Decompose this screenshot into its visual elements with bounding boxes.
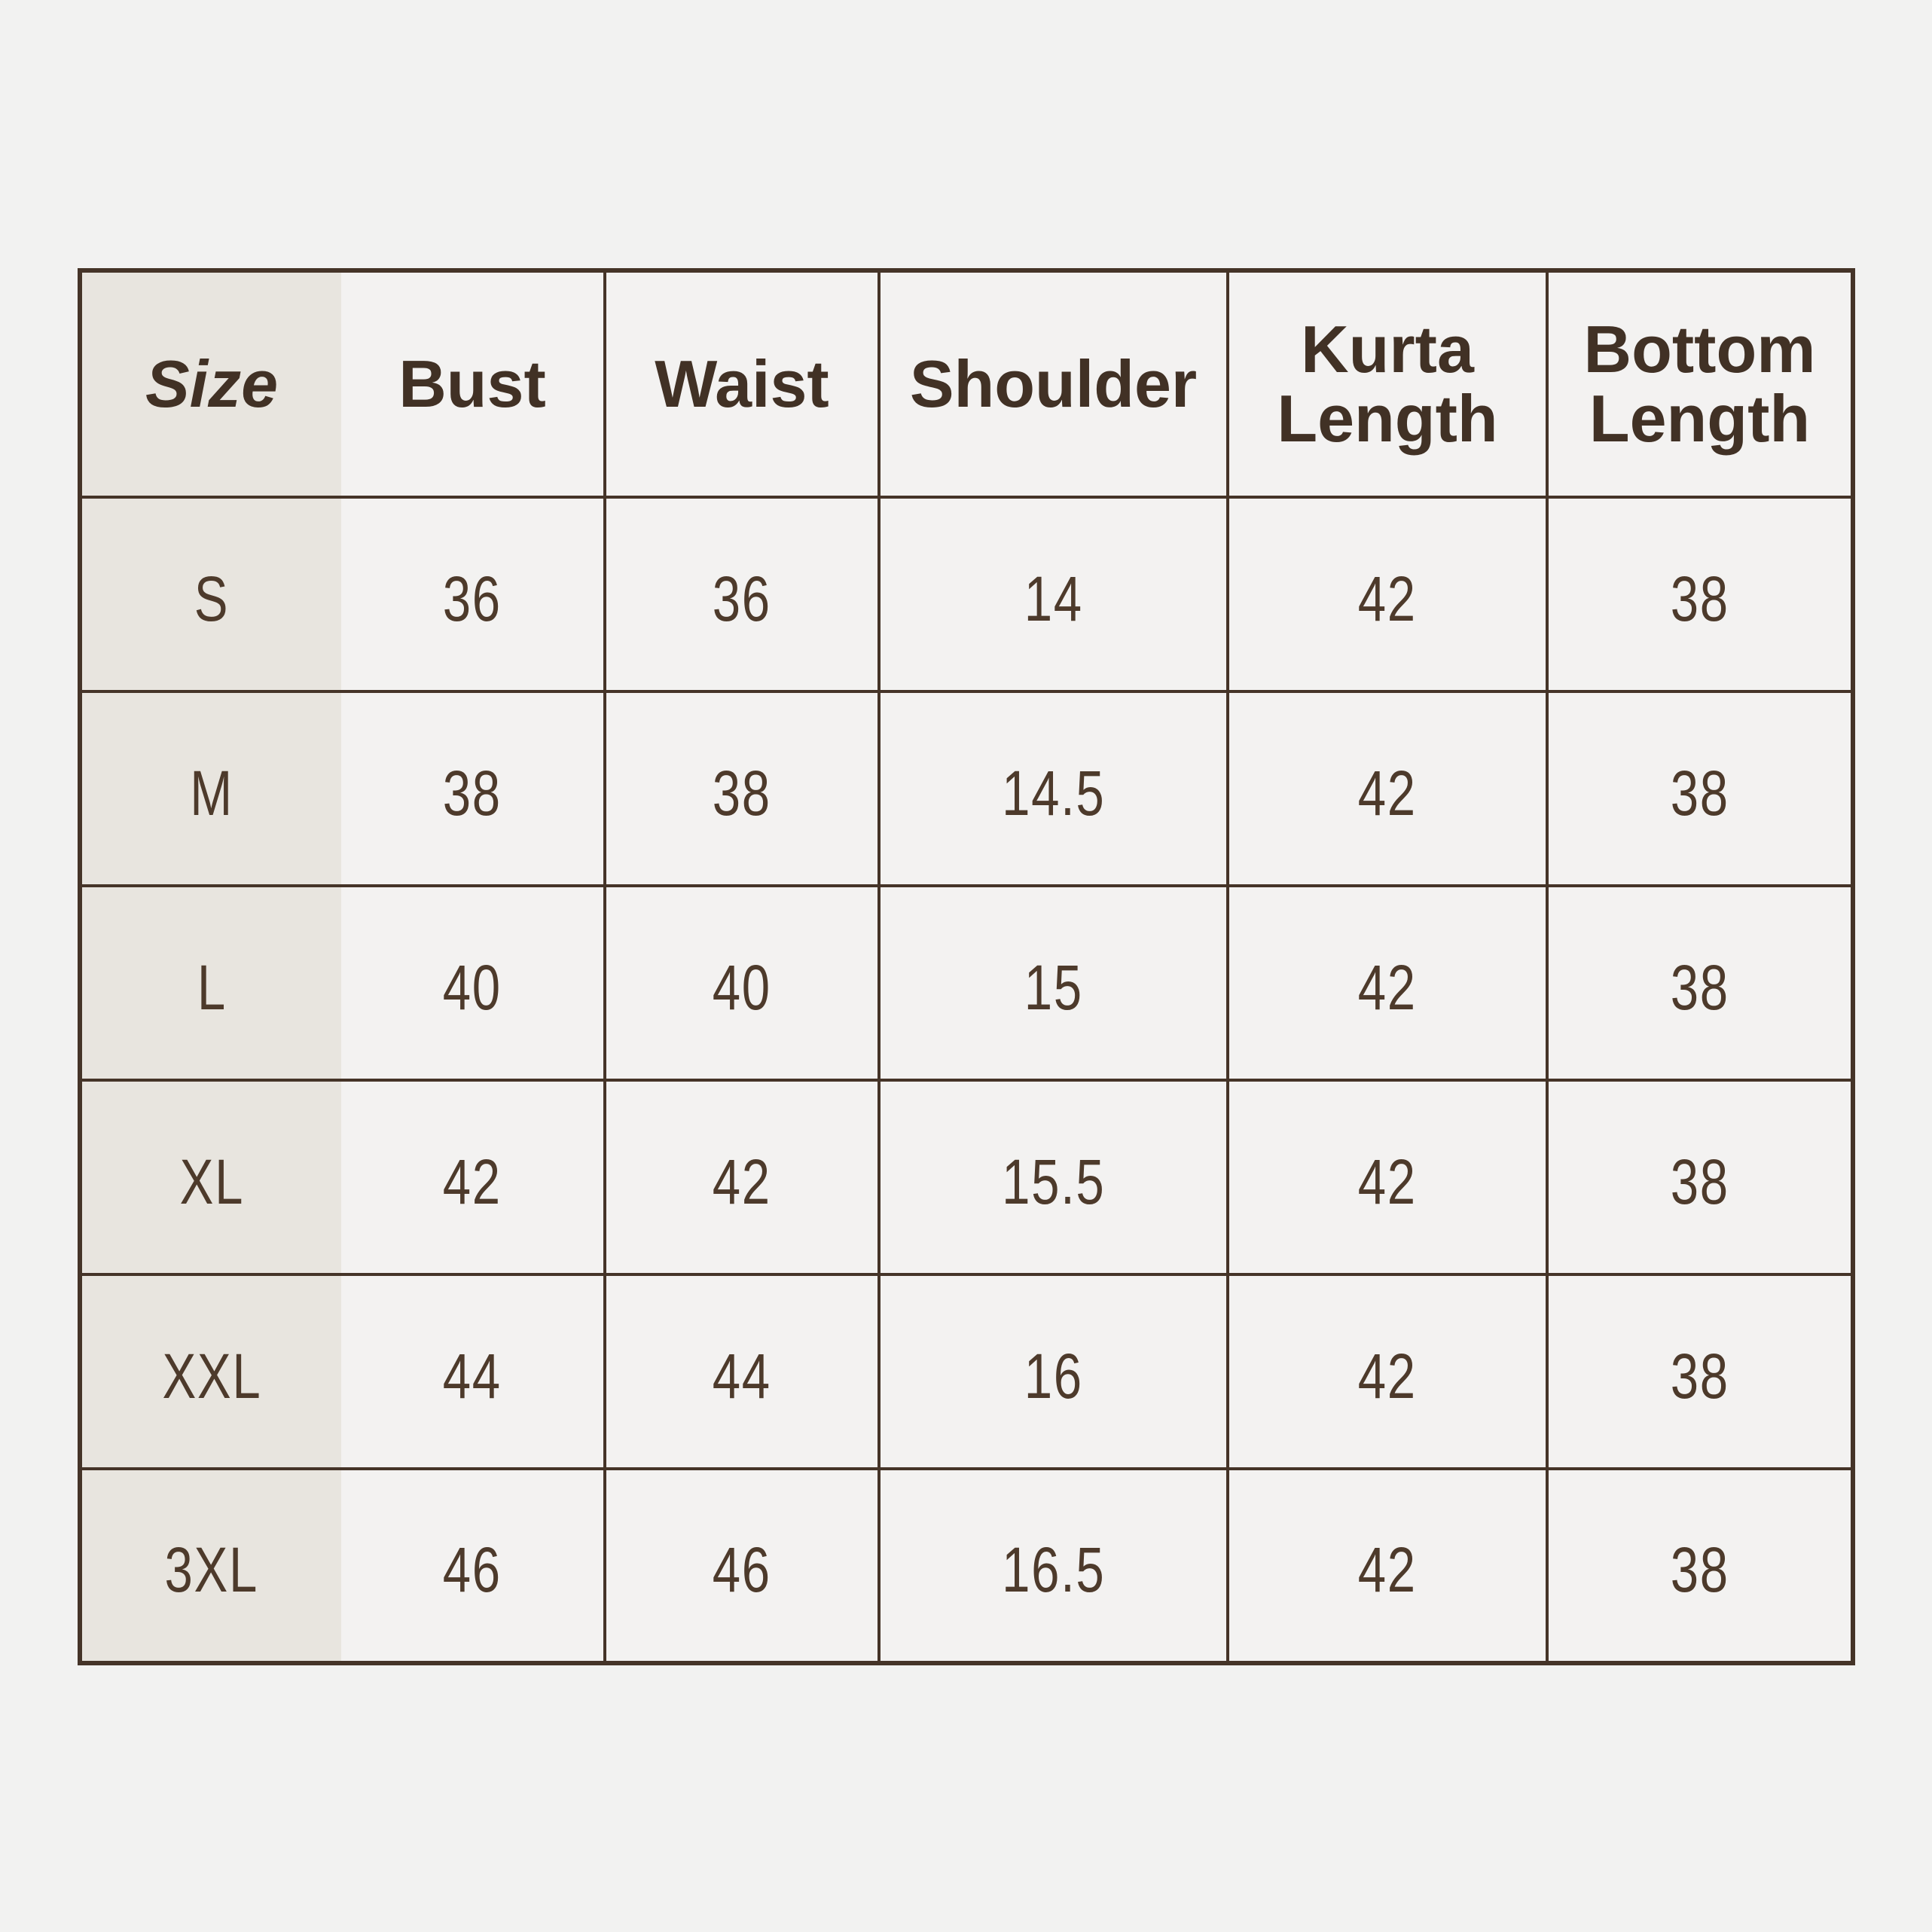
table-row: XL 42 42 15.5 42 38 xyxy=(78,1079,1854,1276)
measurement-value: 42 xyxy=(1358,1534,1417,1605)
measurement-value: 38 xyxy=(1670,951,1729,1023)
table-row: M 38 38 14.5 42 38 xyxy=(78,690,1854,887)
measurement-value: 40 xyxy=(713,951,771,1023)
size-value: L xyxy=(197,951,227,1023)
size-cell: S xyxy=(78,496,341,693)
kurta-length-cell: 42 xyxy=(1226,496,1549,693)
size-cell: M xyxy=(78,690,341,887)
measurement-value: 38 xyxy=(713,757,771,829)
shoulder-cell: 15 xyxy=(877,884,1229,1082)
bottom-length-cell: 38 xyxy=(1546,1273,1854,1470)
measurement-value: 38 xyxy=(443,757,502,829)
shoulder-cell: 14.5 xyxy=(877,690,1229,887)
bottom-length-cell: 38 xyxy=(1546,496,1854,693)
size-chart-table: Size Bust Waist Shoulder Kurta Length Bo… xyxy=(78,268,1855,1665)
size-value: 3XL xyxy=(164,1534,259,1605)
kurta-length-cell: 42 xyxy=(1226,1079,1549,1276)
measurement-value: 36 xyxy=(443,563,502,634)
header-bottom-length: Bottom Length xyxy=(1546,269,1854,499)
measurement-value: 16.5 xyxy=(1001,1534,1106,1605)
measurement-value: 44 xyxy=(443,1340,502,1412)
waist-cell: 38 xyxy=(603,690,881,887)
waist-cell: 46 xyxy=(603,1467,881,1665)
measurement-value: 42 xyxy=(1358,563,1417,634)
size-value: S xyxy=(194,563,230,634)
kurta-length-cell: 42 xyxy=(1226,690,1549,887)
shoulder-cell: 15.5 xyxy=(877,1079,1229,1276)
shoulder-cell: 16.5 xyxy=(877,1467,1229,1665)
measurement-value: 42 xyxy=(1358,951,1417,1023)
kurta-length-cell: 42 xyxy=(1226,1467,1549,1665)
header-row: Size Bust Waist Shoulder Kurta Length Bo… xyxy=(78,269,1854,499)
bottom-length-cell: 38 xyxy=(1546,690,1854,887)
size-value: XXL xyxy=(162,1340,261,1412)
waist-cell: 44 xyxy=(603,1273,881,1470)
measurement-value: 42 xyxy=(443,1146,502,1217)
bust-cell: 36 xyxy=(341,496,606,693)
bust-cell: 46 xyxy=(341,1467,606,1665)
size-cell: XL xyxy=(78,1079,341,1276)
size-cell: 3XL xyxy=(78,1467,341,1665)
bottom-length-cell: 38 xyxy=(1546,884,1854,1082)
measurement-value: 15.5 xyxy=(1001,1146,1106,1217)
shoulder-cell: 14 xyxy=(877,496,1229,693)
header-size: Size xyxy=(78,269,341,499)
size-value: M xyxy=(190,757,233,829)
waist-cell: 42 xyxy=(603,1079,881,1276)
bottom-length-cell: 38 xyxy=(1546,1467,1854,1665)
kurta-length-cell: 42 xyxy=(1226,1273,1549,1470)
size-cell: L xyxy=(78,884,341,1082)
header-waist: Waist xyxy=(603,269,881,499)
bust-cell: 44 xyxy=(341,1273,606,1470)
measurement-value: 14 xyxy=(1024,563,1083,634)
measurement-value: 44 xyxy=(713,1340,771,1412)
bust-cell: 38 xyxy=(341,690,606,887)
table-row: S 36 36 14 42 38 xyxy=(78,496,1854,693)
table-row: L 40 40 15 42 38 xyxy=(78,884,1854,1082)
measurement-value: 42 xyxy=(1358,1340,1417,1412)
measurement-value: 42 xyxy=(1358,757,1417,829)
bust-cell: 40 xyxy=(341,884,606,1082)
measurement-value: 38 xyxy=(1670,757,1729,829)
measurement-value: 38 xyxy=(1670,1534,1729,1605)
table-row: 3XL 46 46 16.5 42 38 xyxy=(78,1467,1854,1665)
kurta-length-cell: 42 xyxy=(1226,884,1549,1082)
waist-cell: 36 xyxy=(603,496,881,693)
waist-cell: 40 xyxy=(603,884,881,1082)
header-bust: Bust xyxy=(341,269,606,499)
measurement-value: 42 xyxy=(1358,1146,1417,1217)
table-row: XXL 44 44 16 42 38 xyxy=(78,1273,1854,1470)
measurement-value: 15 xyxy=(1024,951,1083,1023)
measurement-value: 36 xyxy=(713,563,771,634)
size-value: XL xyxy=(179,1146,244,1217)
shoulder-cell: 16 xyxy=(877,1273,1229,1470)
measurement-value: 38 xyxy=(1670,1340,1729,1412)
measurement-value: 38 xyxy=(1670,563,1729,634)
measurement-value: 42 xyxy=(713,1146,771,1217)
header-shoulder: Shoulder xyxy=(877,269,1229,499)
measurement-value: 46 xyxy=(713,1534,771,1605)
bottom-length-cell: 38 xyxy=(1546,1079,1854,1276)
measurement-value: 14.5 xyxy=(1001,757,1106,829)
table-body: S 36 36 14 42 38 M 38 38 14.5 42 38 L 40 40 15 42 38 XL 42 4… xyxy=(78,496,1854,1665)
measurement-value: 38 xyxy=(1670,1146,1729,1217)
measurement-value: 40 xyxy=(443,951,502,1023)
measurement-value: 16 xyxy=(1024,1340,1083,1412)
bust-cell: 42 xyxy=(341,1079,606,1276)
header-kurta-length: Kurta Length xyxy=(1226,269,1549,499)
size-cell: XXL xyxy=(78,1273,341,1470)
measurement-value: 46 xyxy=(443,1534,502,1605)
